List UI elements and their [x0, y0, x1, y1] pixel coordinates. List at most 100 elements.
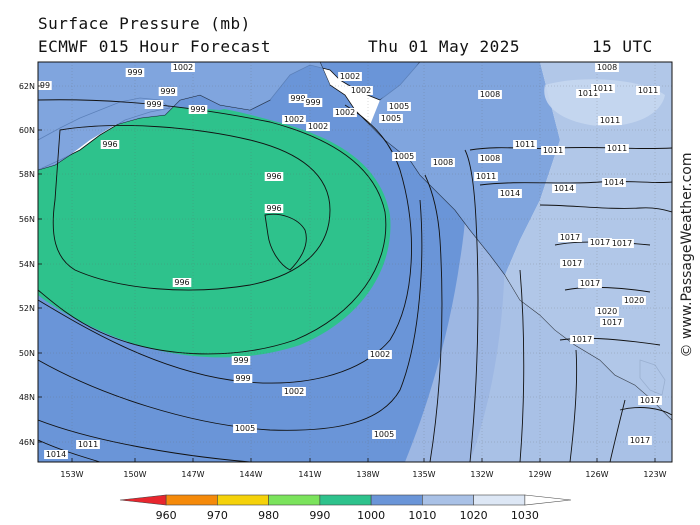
isobar-label: 1017 [628, 436, 652, 445]
legend-swatch-highest [524, 494, 572, 506]
svg-text:1002: 1002 [173, 63, 193, 72]
isobar-label: 1002 [282, 115, 306, 124]
svg-text:1011: 1011 [476, 172, 496, 181]
svg-text:999: 999 [233, 356, 248, 365]
latitude-labels: 62N 60N 58N 56N 54N 52N 50N 48N 46N [19, 82, 42, 447]
isobar-label: 999 [144, 100, 164, 109]
isobar-label: 1011 [513, 140, 537, 149]
isobar-label: 999 [288, 94, 308, 103]
svg-text:1017: 1017 [630, 436, 650, 445]
svg-text:1020: 1020 [597, 307, 617, 316]
svg-text:1020: 1020 [624, 296, 644, 305]
svg-text:1011: 1011 [515, 140, 535, 149]
svg-text:1014: 1014 [604, 178, 624, 187]
svg-text:99: 99 [40, 81, 50, 90]
isobar-label: 1011 [598, 116, 622, 125]
isobar-label: 1014 [552, 184, 576, 193]
legend-swatch [217, 494, 269, 506]
isobar-996-loop [264, 213, 307, 271]
svg-text:1011: 1011 [638, 86, 658, 95]
legend-swatch-lowest [119, 494, 167, 506]
isobar-label: 1002 [306, 122, 330, 131]
isobar-label: 1020 [595, 307, 619, 316]
svg-text:1017: 1017 [580, 279, 600, 288]
legend-tick-label: 1000 [357, 509, 385, 522]
isobar-label: 1002 [368, 350, 392, 359]
isobar-label: 1002 [349, 86, 373, 95]
lon-label: 153W [60, 470, 83, 479]
isobar-label: 1014 [602, 178, 626, 187]
map-title: Surface Pressure (mb) [38, 14, 251, 33]
svg-text:1017: 1017 [562, 259, 582, 268]
isobar-label: 99 [38, 81, 52, 90]
lon-label: 141W [298, 470, 321, 479]
isobar-label: 999 [231, 356, 251, 365]
isobar-label: 996 [264, 204, 284, 213]
svg-text:999: 999 [146, 100, 161, 109]
lat-label: 48N [19, 393, 35, 402]
isobar-label: 1008 [431, 158, 455, 167]
isobar-label: 1014 [498, 189, 522, 198]
svg-text:1005: 1005 [381, 114, 401, 123]
isobar-label: 1002 [171, 63, 195, 72]
lat-label: 54N [19, 260, 35, 269]
isobar-label: 1011 [541, 146, 565, 155]
svg-text:1008: 1008 [433, 158, 453, 167]
lat-label: 62N [19, 82, 35, 91]
legend-tick-label: 970 [207, 509, 228, 522]
svg-text:996: 996 [266, 172, 281, 181]
isobar-1005 [38, 199, 423, 431]
isobar-1011 [38, 439, 101, 462]
legend-swatch [422, 494, 474, 506]
svg-text:1017: 1017 [602, 318, 622, 327]
isobar-label: 996 [100, 140, 120, 149]
fill-990-1000 [38, 93, 391, 358]
isobar-label: 1002 [282, 387, 306, 396]
lon-label: 147W [181, 470, 204, 479]
isobar-999 [38, 99, 387, 355]
svg-text:1017: 1017 [640, 396, 660, 405]
isobar-label: 1005 [379, 114, 403, 123]
svg-text:1011: 1011 [600, 116, 620, 125]
lon-label: 129W [528, 470, 551, 479]
legend-tick-label: 1020 [460, 509, 488, 522]
lat-label: 52N [19, 304, 35, 313]
svg-text:1014: 1014 [500, 189, 520, 198]
model-forecast-label: ECMWF 015 Hour Forecast [38, 37, 272, 56]
isobar-label: 1017 [600, 318, 624, 327]
isobar-996-inner [52, 125, 331, 291]
isobar-label: 1020 [622, 296, 646, 305]
isobar-label: 999 [188, 105, 208, 114]
svg-text:1002: 1002 [308, 122, 328, 131]
isobar-label: 1005 [233, 424, 257, 433]
lon-label: 123W [643, 470, 666, 479]
map-frame [37, 61, 673, 463]
svg-text:1002: 1002 [335, 108, 355, 117]
forecast-date: Thu 01 May 2025 [368, 37, 520, 56]
svg-text:1002: 1002 [284, 387, 304, 396]
svg-text:999: 999 [290, 94, 305, 103]
isobar-label: 1002 [333, 108, 357, 117]
lon-label: 135W [412, 470, 435, 479]
lon-label: 138W [356, 470, 379, 479]
lon-label: 144W [239, 470, 262, 479]
lat-label: 60N [19, 126, 35, 135]
isobar-label: 1002 [338, 72, 362, 81]
isobar-label: 1008 [595, 63, 619, 72]
svg-text:1011: 1011 [593, 84, 613, 93]
svg-text:1017: 1017 [590, 238, 610, 247]
legend-tick-label: 990 [309, 509, 330, 522]
svg-text:999: 999 [160, 87, 175, 96]
lat-label: 46N [19, 438, 35, 447]
svg-text:1002: 1002 [284, 115, 304, 124]
lon-label: 150W [123, 470, 146, 479]
legend-swatch [268, 494, 321, 506]
longitude-labels: 153W 150W 147W 144W 141W 138W 135W 132W 129W 126W… [60, 458, 667, 479]
legend-swatch [319, 494, 372, 506]
pressure-legend: 960 970 980 990 1000 1010 1020 1030 [119, 494, 572, 522]
isobar-label: 1017 [578, 279, 602, 288]
svg-text:999: 999 [127, 68, 142, 77]
svg-text:1005: 1005 [389, 102, 409, 111]
